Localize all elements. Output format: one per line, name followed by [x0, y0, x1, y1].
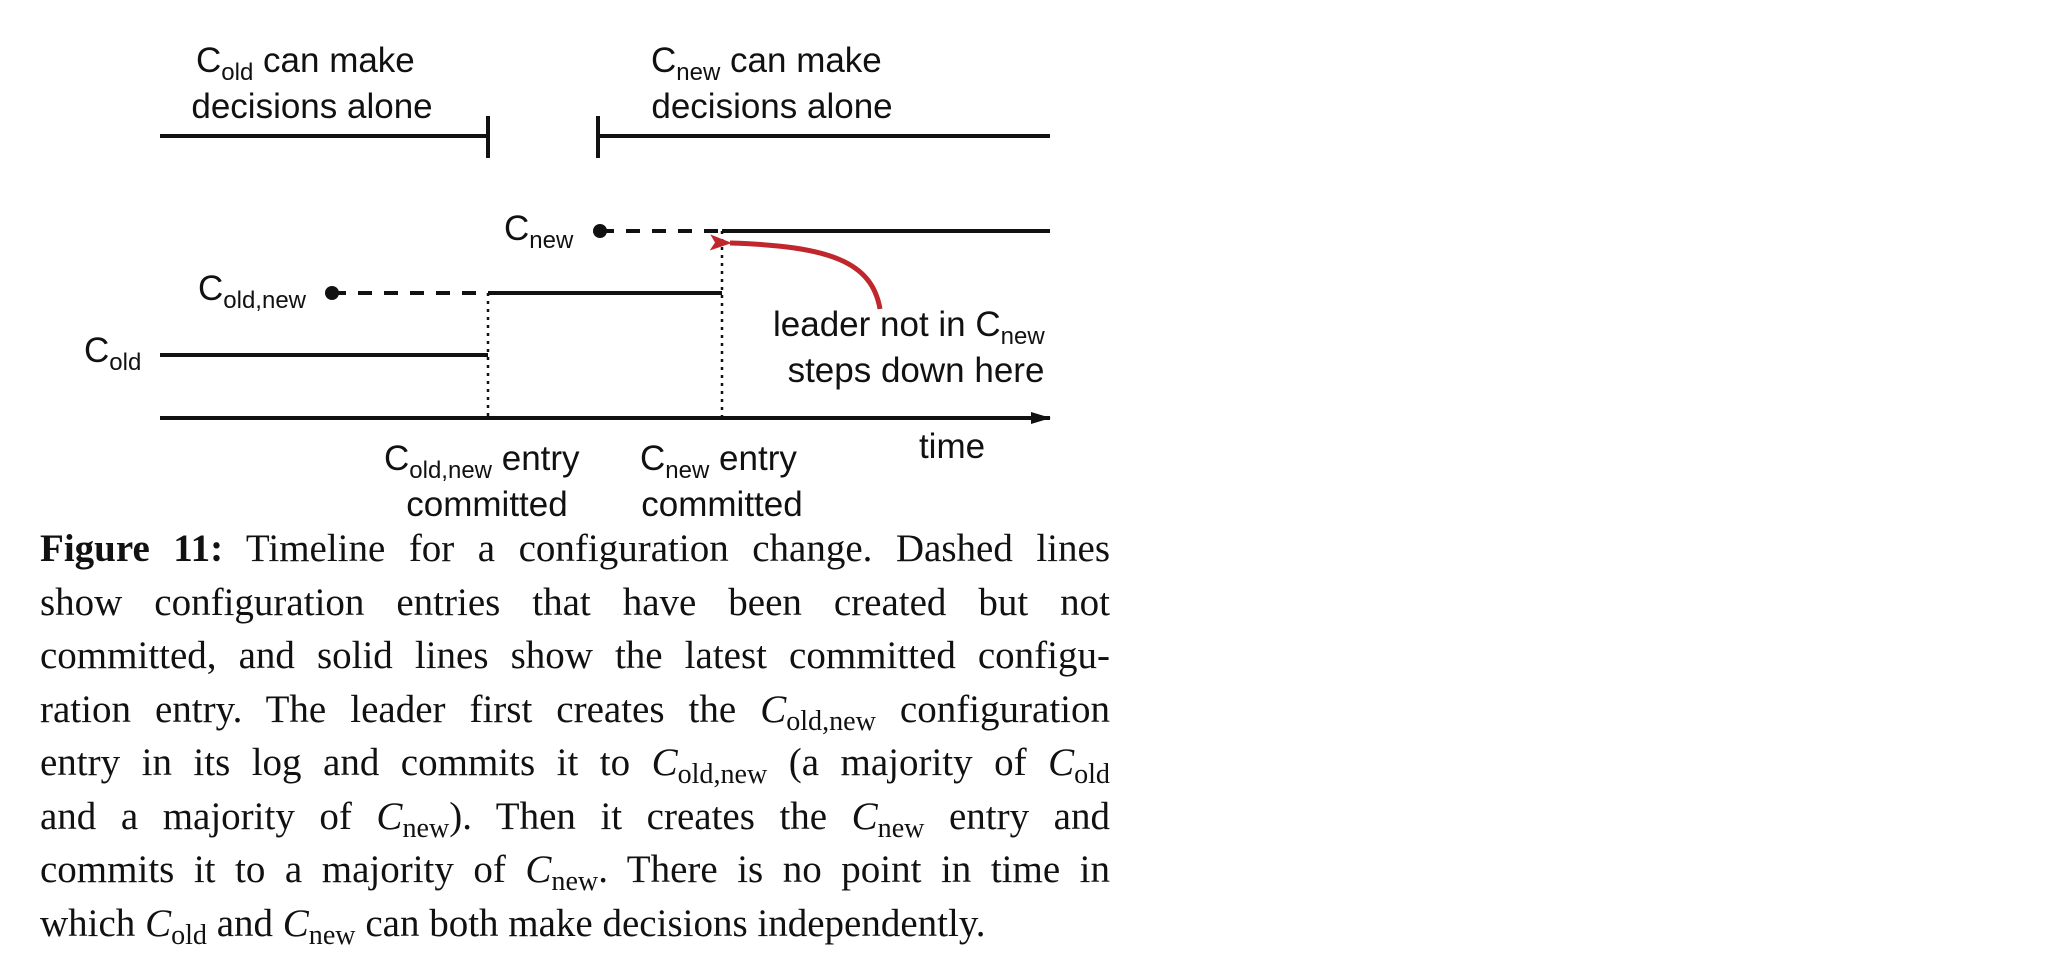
cnew-alone-range-bar: [596, 116, 1050, 158]
cnew-line-label: Cnew: [504, 209, 574, 254]
cnew-committed-label-line2: committed: [641, 485, 802, 520]
caption-line-6: and a majority of Cnew). Then it creates…: [40, 794, 1110, 844]
figure-number: Figure 11:: [40, 527, 224, 570]
coldnew-committed-label-line2: committed: [406, 485, 567, 520]
coldnew-committed-label: Cold,new entry: [384, 439, 580, 484]
cold-alone-label: Cold can make: [196, 41, 415, 86]
time-axis-label: time: [919, 427, 985, 466]
step-down-arrow: [709, 234, 883, 310]
caption-line-8: which Cold and Cnew can both make decisi…: [40, 901, 986, 951]
configuration-timeline-diagram: Cold can make decisions alone Cnew can m…: [84, 41, 1051, 520]
cnew-alone-label-line2: decisions alone: [651, 87, 892, 126]
figure-caption: Figure 11: Timeline for a configuration …: [40, 522, 1110, 950]
caption-line-4: ration entry. The leader first creates t…: [40, 687, 1110, 737]
step-down-annotation-line2: steps down here: [788, 351, 1045, 390]
cold-alone-label-line2: decisions alone: [191, 87, 432, 126]
cnew-committed-label: Cnew entry: [640, 439, 797, 484]
cnew-alone-label: Cnew can make: [651, 41, 882, 86]
caption-line-5: entry in its log and commits it to Cold,…: [40, 741, 1110, 790]
coldnew-line-label: Cold,new: [198, 269, 307, 314]
cold-alone-range-bar: [160, 116, 490, 158]
cold-line-label: Cold: [84, 331, 141, 376]
caption-line-7: commits it to a majority of Cnew. There …: [40, 848, 1110, 897]
caption-line-2: show configuration entries that have bee…: [40, 580, 1110, 624]
step-down-annotation-line1: leader not in Cnew: [773, 305, 1045, 350]
caption-line-1: Figure 11: Timeline for a configuration …: [40, 527, 1110, 570]
caption-line-3: committed, and solid lines show the late…: [40, 634, 1110, 677]
